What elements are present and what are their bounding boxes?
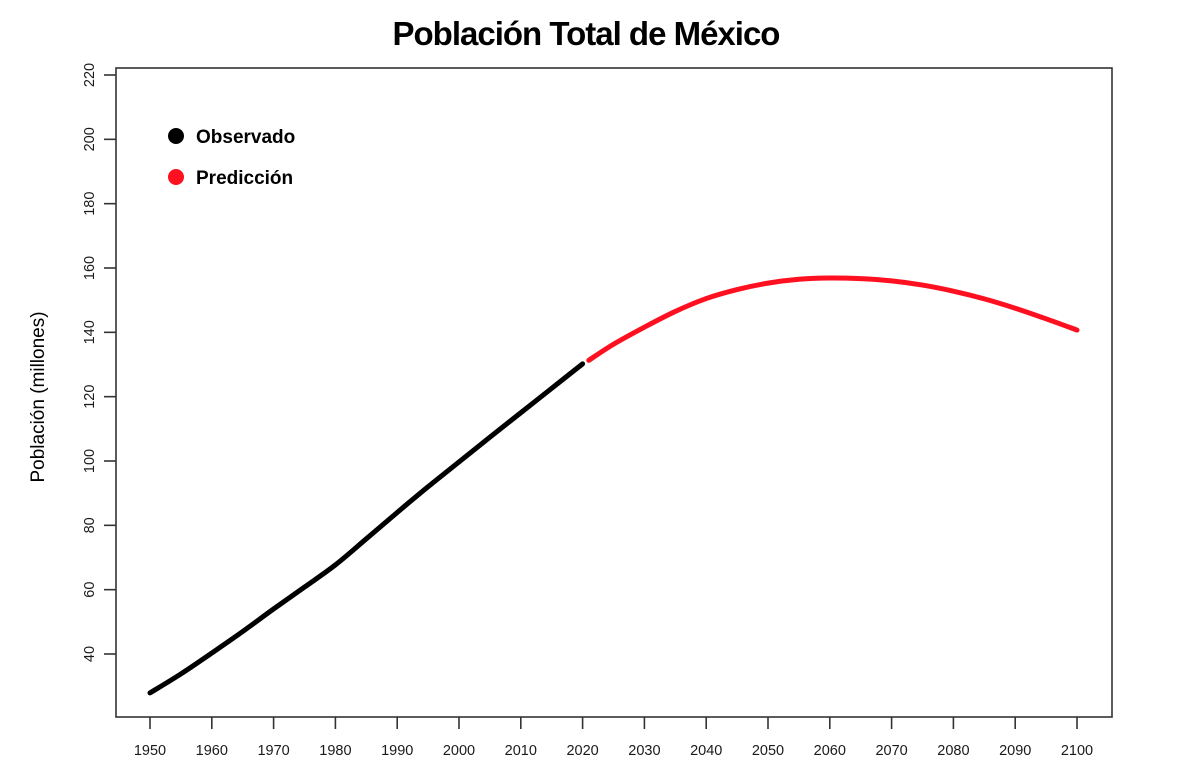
y-tick-label: 220 <box>82 63 98 87</box>
legend-item-observado: Observado <box>168 127 295 148</box>
legend: Observado Predicción <box>168 127 295 189</box>
y-tick-label: 180 <box>82 192 98 216</box>
y-tick-label: 40 <box>82 646 98 662</box>
y-tick-label: 60 <box>82 582 98 598</box>
x-tick-label: 2090 <box>999 743 1031 759</box>
y-axis: 40 60 80 100 120 140 160 180 200 220 <box>82 63 116 662</box>
legend-marker-observado <box>168 128 184 144</box>
x-tick-label: 2070 <box>875 743 907 759</box>
x-tick-label: 1970 <box>257 743 289 759</box>
x-tick-label: 2010 <box>505 743 537 759</box>
x-tick-label: 2100 <box>1061 743 1093 759</box>
x-tick-label: 2030 <box>628 743 660 759</box>
x-tick-label: 2020 <box>566 743 598 759</box>
x-tick-label: 2040 <box>690 743 722 759</box>
x-tick-label: 2080 <box>937 743 969 759</box>
y-axis-label: Población (millones) <box>28 311 49 482</box>
series-layer <box>147 275 1080 696</box>
chart-title: Población Total de México <box>393 15 780 52</box>
y-tick-label: 140 <box>82 320 98 344</box>
legend-label-observado: Observado <box>196 127 295 148</box>
x-tick-label: 1990 <box>381 743 413 759</box>
x-tick-label: 2050 <box>752 743 784 759</box>
y-tick-label: 120 <box>82 385 98 409</box>
y-tick-label: 160 <box>82 256 98 280</box>
series-line-observado <box>147 361 586 696</box>
x-axis: 1950 1960 1970 1980 1990 2000 2010 2020 2030 2040… <box>134 717 1093 759</box>
x-tick-label: 1950 <box>134 743 166 759</box>
y-tick-label: 200 <box>82 127 98 151</box>
legend-marker-prediccion <box>168 169 184 185</box>
x-tick-label: 2000 <box>443 743 475 759</box>
x-tick-label: 1980 <box>319 743 351 759</box>
y-tick-label: 80 <box>82 517 98 533</box>
legend-item-prediccion: Predicción <box>168 168 293 189</box>
plot-frame <box>115 67 1113 718</box>
x-tick-label: 1960 <box>196 743 228 759</box>
y-tick-label: 100 <box>82 449 98 473</box>
x-tick-label: 2060 <box>814 743 846 759</box>
legend-label-prediccion: Predicción <box>196 168 293 189</box>
series-line-prediccion <box>586 275 1080 363</box>
